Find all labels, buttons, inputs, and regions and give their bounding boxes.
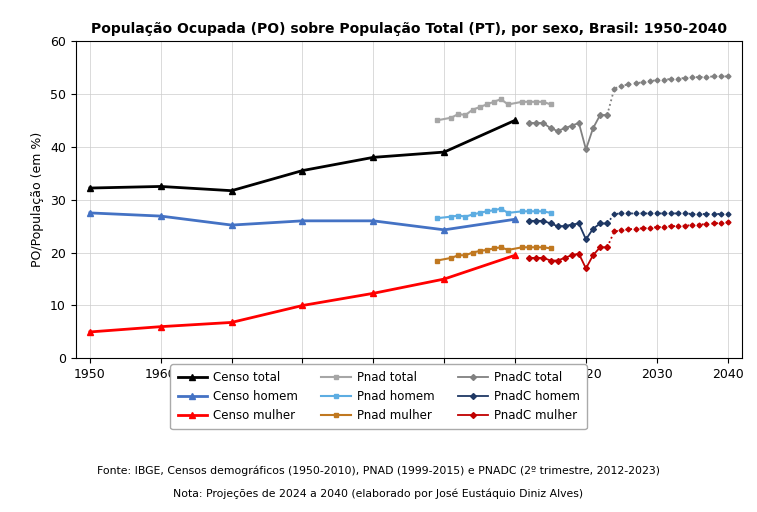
Y-axis label: PO/População (em %): PO/População (em %) bbox=[32, 132, 45, 267]
Text: Fonte: IBGE, Censos demográficos (1950-2010), PNAD (1999-2015) e PNADC (2º trime: Fonte: IBGE, Censos demográficos (1950-2… bbox=[97, 465, 660, 476]
Legend: Censo total, Censo homem, Censo mulher, Pnad total, Pnad homem, Pnad mulher, Pna: Censo total, Censo homem, Censo mulher, … bbox=[170, 365, 587, 429]
Text: Nota: Projeções de 2024 a 2040 (elaborado por José Eustáquio Diniz Alves): Nota: Projeções de 2024 a 2040 (elaborad… bbox=[173, 488, 584, 499]
Title: População Ocupada (PO) sobre População Total (PT), por sexo, Brasil: 1950-2040: População Ocupada (PO) sobre População T… bbox=[91, 22, 727, 36]
